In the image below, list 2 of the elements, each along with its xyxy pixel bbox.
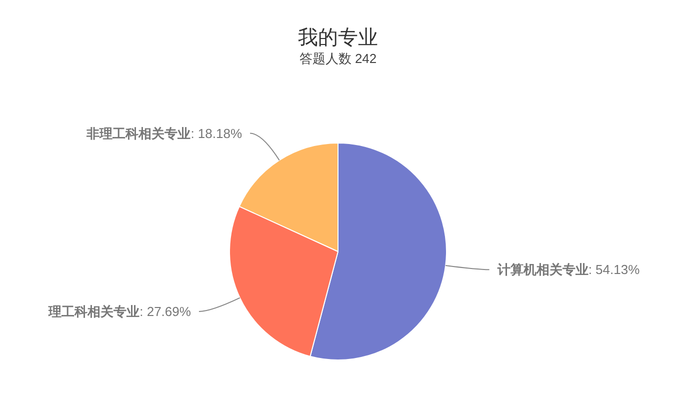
title: 我的专业 (298, 27, 378, 49)
subtitle: 答题人数 242 (299, 51, 377, 66)
